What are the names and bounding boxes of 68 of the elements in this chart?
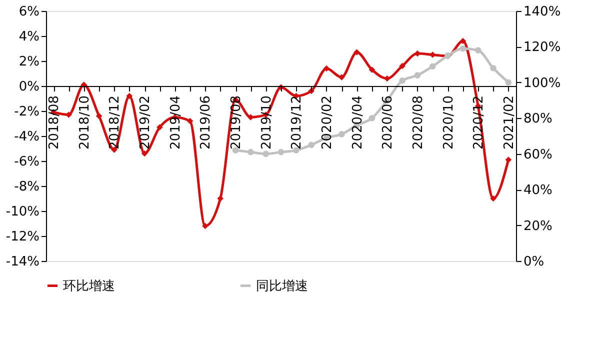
x-tick-label: 2018/10 — [77, 96, 92, 150]
x-tick-label: 2019/02 — [138, 96, 154, 150]
legend-label: 环比增速 — [63, 278, 115, 294]
y-tick-label: 0% — [18, 80, 40, 94]
x-tick-label: 2018/12 — [108, 96, 123, 150]
point — [474, 47, 482, 54]
y2-tick-label: 100% — [524, 76, 561, 91]
y2-tick-label: 80% — [524, 112, 552, 127]
point — [338, 131, 345, 138]
point — [248, 148, 254, 156]
point — [354, 49, 360, 56]
point — [368, 66, 376, 73]
y-tick-label: 6% — [18, 4, 40, 20]
x-tick-label: 2019/06 — [198, 96, 214, 150]
point — [308, 142, 314, 148]
x-tick-label: 2019/10 — [259, 96, 274, 150]
x-tick-label: 2020/02 — [320, 96, 335, 150]
x-tick-label: 2020/12 — [472, 96, 487, 150]
point — [186, 118, 194, 124]
point — [141, 150, 148, 157]
point — [414, 72, 421, 78]
point — [384, 75, 390, 82]
x-tick-label: 2019/08 — [229, 96, 244, 150]
y-tick-label: -8% — [14, 180, 40, 194]
point — [460, 45, 466, 52]
point — [505, 79, 512, 86]
y-tick-label: 4% — [18, 30, 40, 44]
point — [505, 156, 512, 163]
point — [429, 63, 436, 70]
point — [202, 222, 208, 230]
y2-tick-label: 140% — [524, 4, 561, 20]
x-tick-label: 2019/12 — [290, 96, 305, 150]
y-tick-label: -4% — [14, 130, 40, 144]
point — [80, 82, 88, 88]
point — [429, 52, 436, 58]
point — [323, 65, 330, 72]
y-tick-label: -12% — [6, 230, 40, 244]
y2-tick-label: 40% — [524, 183, 552, 198]
point — [368, 114, 376, 122]
point — [96, 112, 102, 120]
x-tick-label: 2018/08 — [47, 96, 62, 150]
point — [490, 195, 496, 202]
y2-tick-label: 60% — [524, 147, 552, 162]
y-tick-label: -14% — [6, 254, 40, 270]
x-tick-label: 2020/04 — [350, 96, 366, 150]
y-tick-label: 2% — [18, 54, 40, 70]
x-tick-label: 2020/08 — [410, 96, 426, 150]
x-tick-label: 2021/02 — [502, 96, 517, 150]
point — [460, 38, 466, 44]
point — [490, 64, 496, 72]
y2-tick-label: 20% — [524, 218, 552, 234]
x-tick-label: 2020/06 — [380, 96, 396, 150]
point — [126, 92, 133, 100]
y2-tick-label: 120% — [524, 40, 561, 56]
point — [156, 124, 163, 130]
y-tick-label: -6% — [14, 154, 40, 170]
point — [338, 74, 345, 80]
point — [399, 62, 406, 70]
point — [217, 195, 224, 202]
y-tick-label: -2% — [14, 104, 40, 120]
legend-label: 同比增速 — [256, 278, 308, 294]
point — [262, 150, 269, 158]
x-tick-label: 2020/10 — [441, 96, 456, 150]
point — [399, 77, 406, 84]
point — [278, 148, 284, 156]
x-tick-label: 2019/04 — [168, 96, 184, 150]
y2-tick-label: 0% — [524, 254, 544, 270]
y-tick-label: -10% — [6, 204, 40, 220]
